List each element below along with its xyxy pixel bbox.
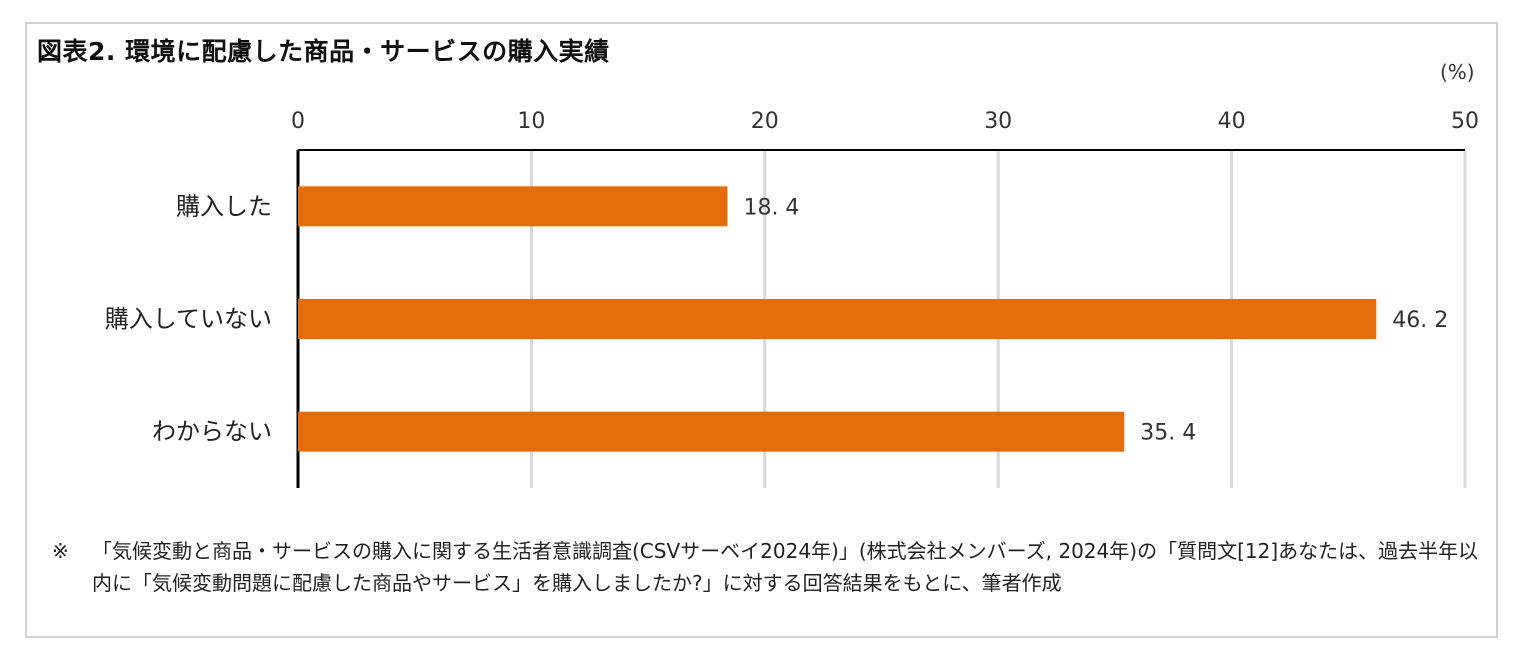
- bar: [298, 411, 1125, 452]
- data-label: 18. 4: [743, 195, 799, 220]
- x-tick-label: 0: [291, 109, 305, 134]
- x-tick-label: 40: [1218, 109, 1246, 134]
- category-label: わからない: [152, 418, 272, 446]
- x-tick-label: 10: [517, 109, 545, 134]
- chart-title: 図表2. 環境に配慮した商品・サービスの購入実績: [37, 37, 610, 66]
- x-tick-label: 20: [751, 109, 779, 134]
- x-tick-label: 30: [984, 109, 1012, 134]
- bar: [298, 299, 1377, 339]
- note-text: 「気候変動と商品・サービスの購入に関する生活者意識調査(CSVサーベイ2024年…: [92, 539, 1479, 595]
- unit-label: (%): [1440, 60, 1475, 84]
- category-label: 購入した: [176, 192, 272, 220]
- bar: [298, 186, 728, 227]
- data-label: 46. 2: [1392, 308, 1448, 333]
- category-label: 購入していない: [105, 305, 272, 333]
- note-mark: ※: [52, 539, 69, 563]
- data-label: 35. 4: [1140, 421, 1196, 446]
- x-tick-label: 50: [1451, 109, 1479, 134]
